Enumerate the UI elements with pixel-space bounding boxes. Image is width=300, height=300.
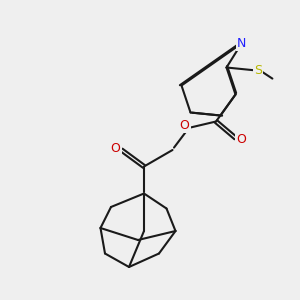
Text: O: O (180, 118, 189, 132)
Text: O: O (111, 142, 120, 155)
Text: O: O (236, 133, 246, 146)
Text: S: S (254, 64, 262, 77)
Text: N: N (237, 37, 246, 50)
